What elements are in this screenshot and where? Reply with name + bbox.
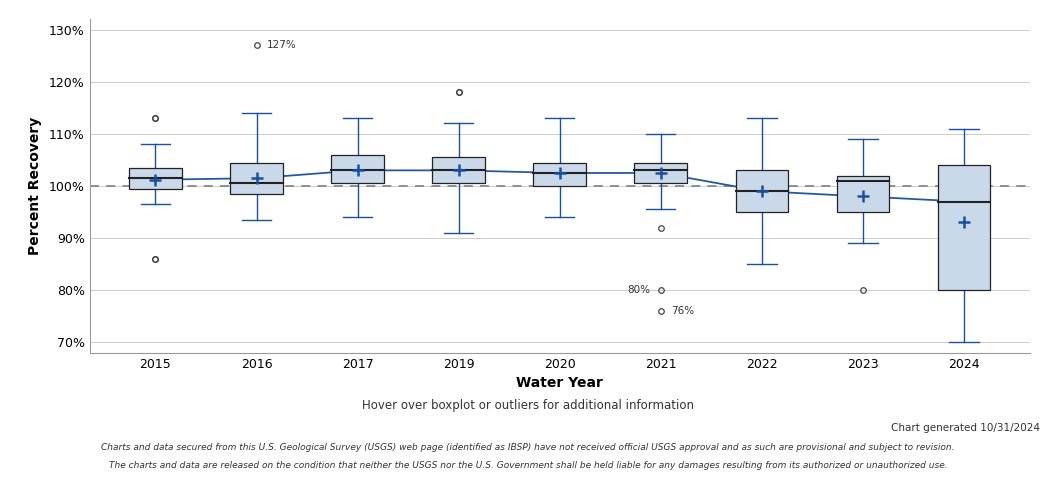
Text: The charts and data are released on the condition that neither the USGS nor the : The charts and data are released on the … bbox=[109, 461, 947, 470]
Bar bbox=[836, 176, 889, 212]
Bar bbox=[129, 168, 182, 189]
Bar bbox=[938, 165, 991, 290]
Text: Hover over boxplot or outliers for additional information: Hover over boxplot or outliers for addit… bbox=[362, 399, 694, 412]
Text: Charts and data secured from this U.S. Geological Survey (USGS) web page (identi: Charts and data secured from this U.S. G… bbox=[101, 443, 955, 452]
Text: Chart generated 10/31/2024: Chart generated 10/31/2024 bbox=[891, 423, 1040, 433]
Y-axis label: Percent Recovery: Percent Recovery bbox=[29, 117, 42, 255]
Text: 127%: 127% bbox=[266, 40, 297, 50]
Text: 80%: 80% bbox=[627, 285, 650, 295]
Bar bbox=[635, 163, 687, 183]
Bar bbox=[332, 155, 383, 183]
X-axis label: Water Year: Water Year bbox=[516, 376, 603, 390]
Bar bbox=[432, 157, 485, 183]
Bar bbox=[736, 170, 788, 212]
Bar bbox=[533, 163, 586, 186]
Text: 76%: 76% bbox=[671, 306, 694, 316]
Bar bbox=[230, 163, 283, 194]
